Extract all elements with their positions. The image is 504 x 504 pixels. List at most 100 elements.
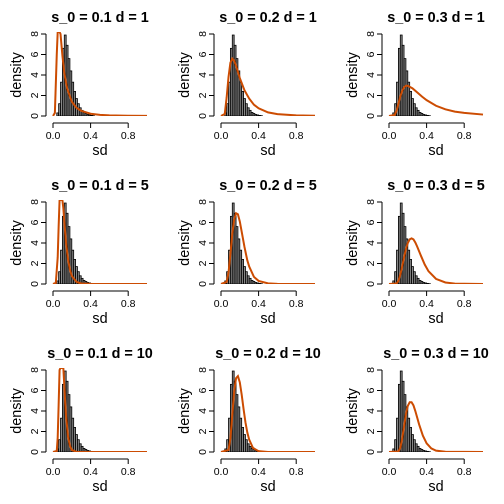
x-tick-label: 0.4 bbox=[419, 466, 434, 478]
histogram bbox=[56, 202, 95, 284]
y-tick-label: 6 bbox=[365, 387, 377, 393]
x-tick-label: 0.0 bbox=[214, 298, 229, 310]
x-axis-title: sd bbox=[428, 143, 443, 159]
y-axis-title: density bbox=[9, 219, 25, 265]
y-tick-label: 6 bbox=[197, 387, 209, 393]
density-curve bbox=[388, 84, 484, 116]
y-tick-label: 6 bbox=[197, 219, 209, 225]
panel-title: s_0 = 0.1 d = 5 bbox=[51, 178, 149, 194]
panel-title: s_0 = 0.3 d = 1 bbox=[387, 10, 485, 26]
y-tick-label: 8 bbox=[197, 199, 209, 205]
panel-2: s_0 = 0.2 d = 1 0.0 0.4 0.8 0 2 4 6 8 sd density bbox=[177, 10, 317, 159]
panel-6: s_0 = 0.3 d = 5 0.0 0.4 0.8 0 2 4 6 8 sd density bbox=[345, 178, 485, 327]
panel-title: s_0 = 0.2 d = 1 bbox=[219, 10, 317, 26]
histogram bbox=[224, 34, 263, 116]
density-curve-group bbox=[388, 401, 484, 452]
y-tick-label: 4 bbox=[29, 240, 41, 246]
x-tick-label: 0.0 bbox=[214, 466, 229, 478]
x-tick-label: 0.4 bbox=[83, 466, 98, 478]
y-tick-label: 6 bbox=[29, 51, 41, 57]
y-tick-label: 8 bbox=[29, 367, 41, 373]
x-tick-label: 0.4 bbox=[419, 298, 434, 310]
y-tick-label: 0 bbox=[365, 281, 377, 287]
x-tick-label: 0.8 bbox=[289, 466, 304, 478]
x-axis-title: sd bbox=[428, 311, 443, 327]
y-tick-label: 2 bbox=[197, 428, 209, 434]
density-curve bbox=[52, 368, 148, 452]
x-axis-title: sd bbox=[428, 479, 443, 495]
y-axis-title: density bbox=[177, 219, 193, 265]
x-tick-label: 0.8 bbox=[121, 130, 136, 142]
y-tick-label: 4 bbox=[197, 240, 209, 246]
density-curve bbox=[220, 56, 316, 116]
y-tick-label: 2 bbox=[29, 92, 41, 98]
density-curve bbox=[388, 401, 484, 452]
panel-title: s_0 = 0.2 d = 10 bbox=[215, 346, 321, 362]
y-tick-label: 6 bbox=[365, 51, 377, 57]
panel-title: s_0 = 0.1 d = 10 bbox=[47, 346, 153, 362]
panel-7: s_0 = 0.1 d = 10 0.0 0.4 0.8 0 2 4 6 8 sd density bbox=[9, 346, 153, 495]
density-curve-group bbox=[220, 56, 316, 116]
x-axis-title: sd bbox=[260, 479, 275, 495]
x-tick-label: 0.8 bbox=[457, 466, 472, 478]
panel-title: s_0 = 0.2 d = 5 bbox=[219, 178, 317, 194]
density-curve bbox=[388, 237, 484, 284]
x-tick-label: 0.4 bbox=[83, 298, 98, 310]
panel-1: s_0 = 0.1 d = 1 0.0 0.4 0.8 0 2 4 6 8 sd density bbox=[9, 10, 149, 159]
y-tick-label: 8 bbox=[197, 367, 209, 373]
panel-9: s_0 = 0.3 d = 10 0.0 0.4 0.8 0 2 4 6 8 sd density bbox=[345, 346, 489, 495]
x-tick-label: 0.8 bbox=[289, 130, 304, 142]
histogram bbox=[392, 202, 431, 284]
y-tick-label: 0 bbox=[197, 449, 209, 455]
density-curve-group bbox=[52, 368, 148, 452]
x-tick-label: 0.0 bbox=[46, 466, 61, 478]
y-tick-label: 4 bbox=[29, 408, 41, 414]
density-curve-group bbox=[220, 374, 315, 452]
y-tick-label: 2 bbox=[365, 428, 377, 434]
y-tick-label: 0 bbox=[29, 113, 41, 119]
panel-title: s_0 = 0.3 d = 5 bbox=[387, 178, 485, 194]
y-axis-title: density bbox=[9, 387, 25, 433]
density-curve bbox=[220, 374, 315, 452]
density-curve-group bbox=[388, 237, 484, 284]
y-tick-label: 4 bbox=[197, 408, 209, 414]
x-axis-title: sd bbox=[260, 311, 275, 327]
panel-8: s_0 = 0.2 d = 10 0.0 0.4 0.8 0 2 4 6 8 sd density bbox=[177, 346, 321, 495]
y-tick-label: 0 bbox=[197, 281, 209, 287]
y-tick-label: 8 bbox=[29, 199, 41, 205]
y-axis-title: density bbox=[177, 51, 193, 97]
x-tick-label: 0.8 bbox=[457, 298, 472, 310]
density-curve bbox=[52, 200, 148, 284]
y-tick-label: 2 bbox=[29, 428, 41, 434]
y-axis-title: density bbox=[345, 51, 361, 97]
x-tick-label: 0.4 bbox=[83, 130, 98, 142]
x-tick-label: 0.4 bbox=[251, 130, 266, 142]
panel-4: s_0 = 0.1 d = 5 0.0 0.4 0.8 0 2 4 6 8 sd density bbox=[9, 178, 149, 327]
x-tick-label: 0.0 bbox=[382, 466, 397, 478]
y-tick-label: 0 bbox=[197, 113, 209, 119]
y-tick-label: 4 bbox=[29, 72, 41, 78]
x-tick-label: 0.0 bbox=[382, 130, 397, 142]
y-tick-label: 0 bbox=[365, 113, 377, 119]
y-tick-label: 2 bbox=[365, 92, 377, 98]
x-tick-label: 0.4 bbox=[419, 130, 434, 142]
y-tick-label: 6 bbox=[29, 387, 41, 393]
density-curve bbox=[52, 32, 148, 116]
x-tick-label: 0.8 bbox=[457, 130, 472, 142]
y-tick-label: 2 bbox=[197, 260, 209, 266]
x-tick-label: 0.4 bbox=[251, 298, 266, 310]
y-tick-label: 8 bbox=[365, 199, 377, 205]
x-tick-label: 0.8 bbox=[121, 298, 136, 310]
density-curve-group bbox=[52, 200, 148, 284]
y-tick-label: 0 bbox=[29, 449, 41, 455]
panel-5: s_0 = 0.2 d = 5 0.0 0.4 0.8 0 2 4 6 8 sd density bbox=[177, 178, 317, 327]
panel-3: s_0 = 0.3 d = 1 0.0 0.4 0.8 0 2 4 6 8 sd density bbox=[345, 10, 485, 159]
panel-title: s_0 = 0.3 d = 10 bbox=[383, 346, 489, 362]
y-tick-label: 6 bbox=[365, 219, 377, 225]
density-curve bbox=[220, 211, 316, 284]
y-tick-label: 4 bbox=[365, 72, 377, 78]
histogram bbox=[56, 370, 95, 452]
y-tick-label: 8 bbox=[29, 31, 41, 37]
density-curve-group bbox=[388, 84, 484, 116]
